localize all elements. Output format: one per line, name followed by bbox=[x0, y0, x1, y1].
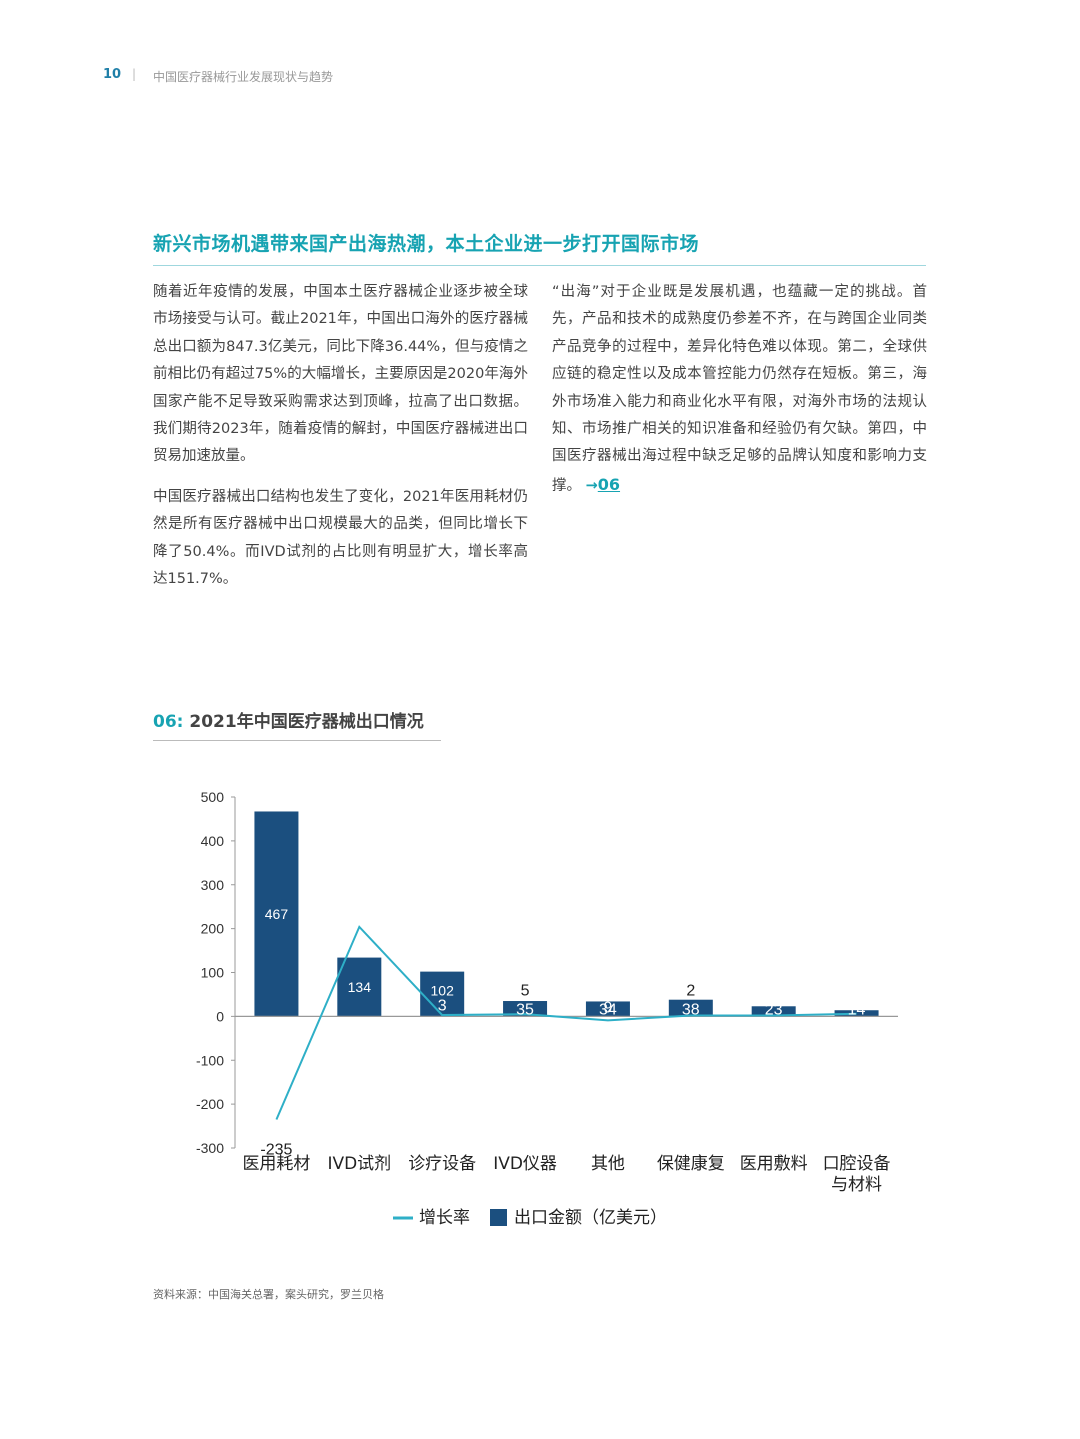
bar bbox=[585, 1001, 630, 1017]
arrow-right-icon: → bbox=[585, 477, 598, 494]
bar-value-label: 134 bbox=[348, 979, 372, 995]
right-column: “出海”对于企业既是发展机遇，也蕴藏一定的挑战。首先，产品和技术的成熟度仍参差不… bbox=[552, 279, 927, 513]
y-tick-label: -200 bbox=[196, 1096, 224, 1112]
running-title: 中国医疗器械行业发展现状与趋势 bbox=[153, 70, 334, 84]
bar bbox=[834, 1010, 879, 1017]
x-category-label: 与材料 bbox=[831, 1175, 882, 1195]
bar-value-label: 23 bbox=[765, 1001, 783, 1018]
y-tick-label: -300 bbox=[196, 1140, 224, 1156]
y-tick-label: 300 bbox=[201, 877, 225, 893]
x-category-label: 保健康复 bbox=[657, 1154, 725, 1174]
line-value-label: 5 bbox=[521, 982, 530, 999]
bar-value-label: 467 bbox=[265, 906, 289, 922]
x-category-label: 其他 bbox=[591, 1154, 625, 1174]
bar-value-label: 35 bbox=[516, 1001, 534, 1018]
bar bbox=[337, 957, 382, 1017]
x-category-label: 诊疗设备 bbox=[408, 1154, 476, 1174]
x-category-label: 医用耗材 bbox=[242, 1154, 310, 1174]
paragraph: 随着近年疫情的发展，中国本土医疗器械企业逐步被全球市场接受与认可。截止2021年… bbox=[153, 284, 528, 465]
y-tick-label: 0 bbox=[216, 1008, 224, 1024]
paragraph: 中国医疗器械出口结构也发生了变化，2021年医用耗材仍然是所有医疗器械中出口规模… bbox=[153, 488, 528, 588]
section-title: 新兴市场机遇带来国产出海热潮，本土企业进一步打开国际市场 bbox=[153, 229, 926, 266]
bar bbox=[254, 811, 299, 1017]
line-value-label: 2 bbox=[686, 982, 695, 999]
bar-value-label: 14 bbox=[848, 1001, 866, 1018]
bar-value-label: 102 bbox=[431, 983, 455, 999]
figure-reference-link[interactable]: 06 bbox=[597, 474, 621, 494]
bar-value-label: 34 bbox=[599, 1001, 617, 1018]
paragraph: “出海”对于企业既是发展机遇，也蕴藏一定的挑战。首先，产品和技术的成熟度仍参差不… bbox=[552, 279, 927, 500]
legend-bar-swatch bbox=[490, 1209, 507, 1226]
line-value-label: -235 bbox=[260, 1141, 292, 1158]
figure-number: 06: bbox=[153, 712, 184, 732]
y-tick-label: 200 bbox=[201, 921, 225, 937]
source-note: 资料来源：中国海关总署，案头研究，罗兰贝格 bbox=[153, 1288, 384, 1301]
x-category-label: 医用敷料 bbox=[740, 1154, 808, 1174]
y-tick-label: -100 bbox=[196, 1052, 224, 1068]
bar bbox=[420, 971, 465, 1017]
y-tick-label: 500 bbox=[201, 789, 225, 805]
paragraph-text: “出海”对于企业既是发展机遇，也蕴藏一定的挑战。首先，产品和技术的成熟度仍参差不… bbox=[552, 284, 927, 494]
figure-title-text: 2021年中国医疗器械出口情况 bbox=[189, 712, 424, 732]
figure-title: 06: 2021年中国医疗器械出口情况 bbox=[153, 707, 441, 741]
growth-rate-line bbox=[275, 925, 857, 1120]
y-tick-label: 100 bbox=[201, 965, 225, 981]
x-category-label: IVD仪器 bbox=[493, 1154, 557, 1174]
x-category-label: IVD试剂 bbox=[327, 1154, 391, 1174]
bar bbox=[751, 1006, 796, 1017]
left-column: 随着近年疫情的发展，中国本土医疗器械企业逐步被全球市场接受与认可。截止2021年… bbox=[153, 279, 528, 606]
x-category-label: 口腔设备 bbox=[823, 1154, 891, 1174]
legend-label: 出口金额（亿美元） bbox=[514, 1208, 667, 1228]
line-value-label: 9 bbox=[603, 999, 612, 1016]
y-tick-label: 400 bbox=[201, 833, 225, 849]
header-separator: | bbox=[132, 67, 137, 81]
bar bbox=[503, 1001, 548, 1017]
bar-value-label: 38 bbox=[682, 1001, 700, 1018]
bar bbox=[668, 999, 713, 1017]
page-number: 10 bbox=[103, 67, 122, 82]
legend-label: 增长率 bbox=[419, 1208, 470, 1228]
line-value-label: 3 bbox=[438, 997, 447, 1014]
